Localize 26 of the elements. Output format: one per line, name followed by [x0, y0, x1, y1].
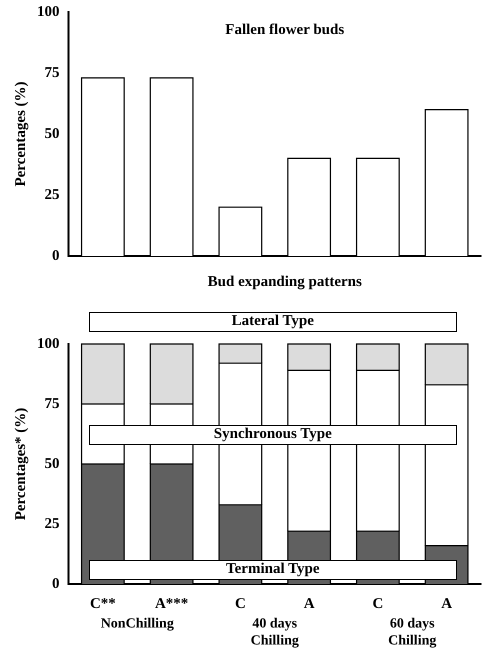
x-tick-label: A*** [154, 596, 188, 612]
x-tick-label: A [441, 596, 452, 612]
x-tick-label: A [304, 596, 315, 612]
y-tick-label: 75 [44, 64, 60, 81]
text: NonChilling [100, 616, 174, 632]
chart-title: Bud expanding patterns [208, 274, 362, 290]
x-tick-label: C [234, 596, 246, 612]
x-tick-label: C [372, 596, 384, 612]
y-tick-label: 0 [52, 248, 60, 264]
name-box: Synchronous Type [88, 425, 457, 446]
name-box: Terminal Type [88, 560, 457, 580]
name-box: Lateral Type [88, 312, 457, 332]
text: 40 days Chilling [250, 616, 299, 649]
y-tick-label: 50 [44, 456, 60, 472]
y-tick-label: 25 [44, 186, 60, 203]
y-tick-label: 75 [44, 396, 60, 412]
y-tick-label: 100 [37, 336, 60, 352]
y-axis-title: Percentages (%) [12, 81, 29, 187]
y-axis-title: Percentages* (%) [12, 408, 29, 520]
text: Fallen flower buds [225, 22, 344, 38]
y-tick-label: 50 [44, 126, 60, 142]
y-tick-label: 0 [52, 576, 60, 592]
x-tick-label: C** [90, 596, 116, 612]
y-tick-label: 100 [37, 4, 60, 20]
y-tick-label: 25 [44, 516, 60, 532]
text: 60 days Chilling [388, 616, 436, 649]
